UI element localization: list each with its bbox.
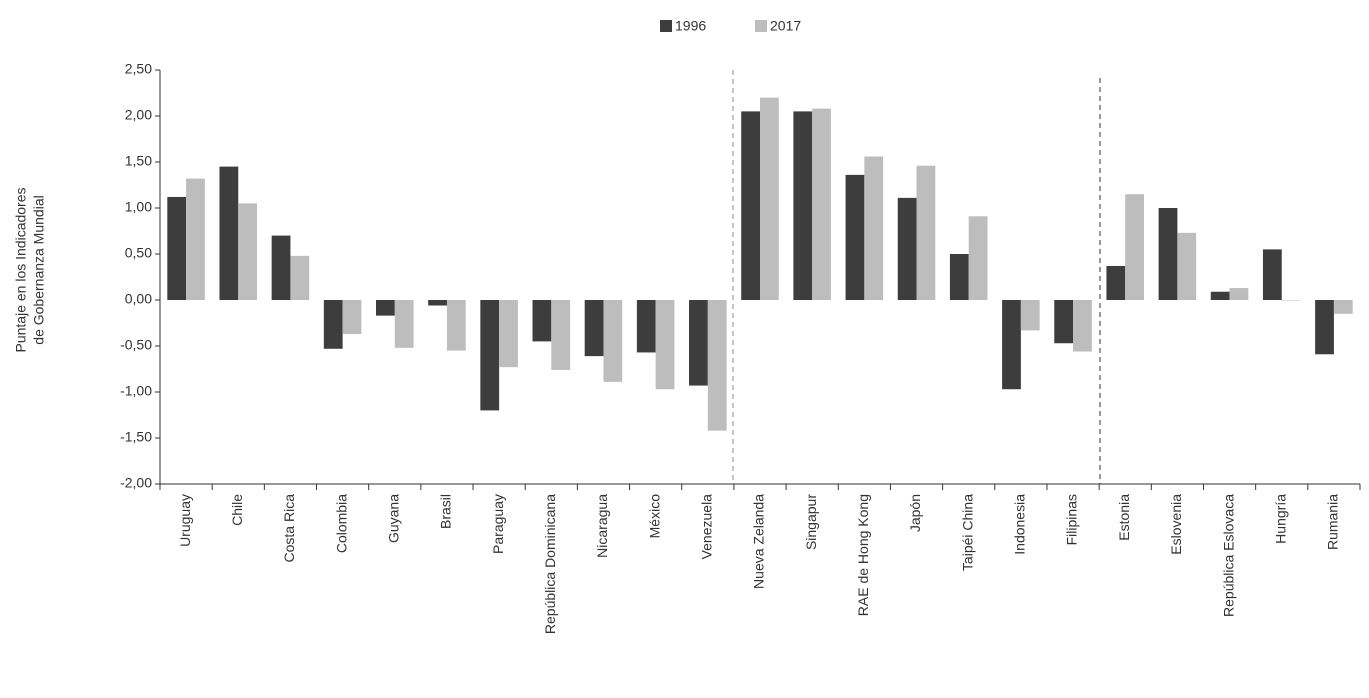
x-tick-label: Hungría <box>1272 494 1288 544</box>
bar <box>271 235 291 300</box>
bar <box>968 216 988 300</box>
x-tick-label: Costa Rica <box>281 494 297 563</box>
bar <box>603 300 623 382</box>
y-tick-label: -1,00 <box>120 383 152 399</box>
x-tick-label: Indonesia <box>1012 494 1028 555</box>
x-tick-label: Japón <box>907 494 923 532</box>
bar <box>1106 265 1126 300</box>
bar <box>793 111 813 301</box>
y-tick-label: 1,00 <box>125 199 152 215</box>
bar <box>394 300 414 348</box>
x-tick-label: Eslovenia <box>1168 494 1184 555</box>
bar <box>760 97 779 300</box>
legend-swatch <box>660 20 672 32</box>
y-tick-label: 2,50 <box>125 61 152 77</box>
bar <box>584 300 604 357</box>
y-tick-label: 0,00 <box>125 291 152 307</box>
bar <box>323 300 343 349</box>
x-tick-label: México <box>646 494 662 539</box>
x-tick-label: Guyana <box>385 494 401 543</box>
bar <box>290 255 310 300</box>
bar <box>428 300 447 306</box>
y-axis-label: Puntaje en los Indicadores <box>13 188 29 353</box>
bar <box>1315 300 1334 355</box>
y-tick-label: -0,50 <box>120 337 152 353</box>
bar <box>636 300 656 353</box>
bar <box>1125 194 1144 300</box>
bar <box>1054 300 1074 344</box>
bar <box>864 156 884 300</box>
bar <box>1262 249 1282 300</box>
bar <box>707 300 727 431</box>
bar <box>741 111 760 301</box>
legend-swatch <box>755 20 767 32</box>
y-tick-label: -1,50 <box>120 429 152 445</box>
bar <box>480 300 500 411</box>
bar <box>655 300 675 390</box>
bar <box>532 300 552 342</box>
bar <box>1020 300 1040 331</box>
legend-label: 1996 <box>675 18 706 34</box>
y-tick-label: 1,50 <box>125 153 152 169</box>
bar <box>897 197 917 300</box>
x-tick-label: República Dominicana <box>542 494 558 634</box>
x-tick-label: Taipéi China <box>959 494 975 571</box>
legend-label: 2017 <box>770 18 801 34</box>
x-tick-label: Nueva Zelanda <box>751 494 767 589</box>
bar <box>219 166 239 300</box>
bar <box>551 300 571 370</box>
y-tick-label: -2,00 <box>120 475 152 491</box>
bar <box>376 300 395 316</box>
x-tick-label: RAE de Hong Kong <box>855 494 871 616</box>
x-tick-label: Venezuela <box>699 494 715 560</box>
y-tick-label: 2,00 <box>125 107 152 123</box>
bar <box>167 196 187 300</box>
bar <box>1210 291 1230 300</box>
bar <box>342 300 362 335</box>
x-tick-label: Filipinas <box>1064 494 1080 545</box>
bar <box>238 203 258 300</box>
x-tick-label: Chile <box>229 494 245 526</box>
bar <box>1177 232 1197 300</box>
x-tick-label: Brasil <box>438 494 454 529</box>
bar <box>1229 288 1249 300</box>
x-tick-label: República Eslovaca <box>1220 494 1236 617</box>
bar <box>499 300 518 368</box>
bar <box>1073 300 1092 352</box>
y-axis-label: de Gobernanza Mundial <box>31 195 47 344</box>
bar <box>916 165 936 300</box>
x-tick-label: Estonia <box>1116 494 1132 541</box>
x-tick-label: Colombia <box>333 494 349 553</box>
bar <box>1281 300 1301 301</box>
x-tick-label: Nicaragua <box>594 494 610 558</box>
bar <box>812 108 831 300</box>
x-tick-label: Uruguay <box>177 494 193 547</box>
x-tick-label: Paraguay <box>490 494 506 554</box>
x-tick-label: Singapur <box>803 494 819 550</box>
bar <box>689 300 708 386</box>
bar <box>446 300 466 351</box>
bar <box>1002 300 1021 390</box>
bar <box>949 254 969 300</box>
bar <box>845 174 865 300</box>
x-tick-label: Rumania <box>1325 494 1341 550</box>
bar <box>186 178 205 300</box>
y-tick-label: 0,50 <box>125 245 152 261</box>
bar <box>1333 300 1353 314</box>
bar <box>1158 208 1178 300</box>
